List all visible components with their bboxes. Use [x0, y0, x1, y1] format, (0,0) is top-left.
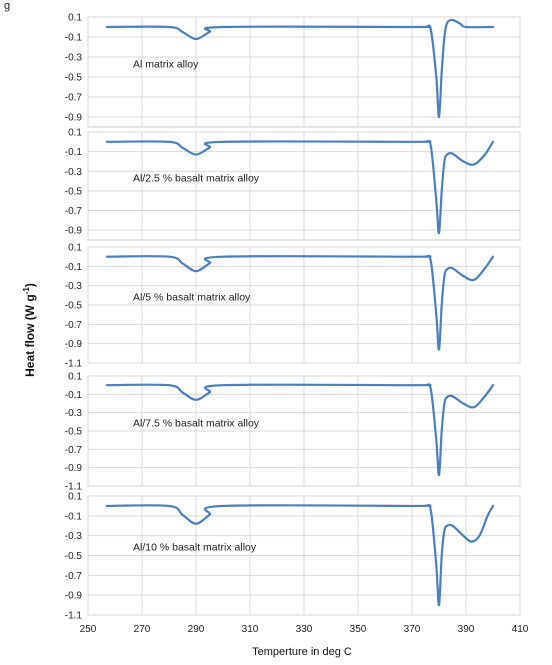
y-tick-label: -0.3: [65, 531, 83, 542]
panel-4: 0.1 -0.1 -0.3 -0.5 -0.7 -0.9 -1.1 Al/7.5 % basa…: [65, 372, 521, 493]
panel-label: Al/7.5 % basalt matrix alloy: [133, 418, 260, 430]
y-tick-label: -0.9: [65, 463, 83, 474]
panel-label: Al/5 % basalt matrix alloy: [133, 291, 251, 303]
y-tick-label: 0.1: [68, 243, 82, 254]
panel-label: Al matrix alloy: [133, 59, 199, 71]
y-tick-label: -0.5: [65, 301, 83, 312]
y-tick-label: -0.3: [65, 408, 83, 419]
x-tick-label: 390: [458, 624, 475, 635]
x-tick-label: 410: [512, 624, 529, 635]
y-axis-title-suffix: ): [23, 283, 37, 287]
y-tick-label: -0.9: [65, 591, 83, 602]
y-tick-label: -0.5: [65, 551, 83, 562]
panel-3: 0.1 -0.1 -0.3 -0.5 -0.7 -0.9 -1.1 Al/5 % basalt…: [65, 243, 521, 370]
panel-label: Al/10 % basalt matrix alloy: [133, 542, 257, 554]
x-tick-label: 370: [404, 624, 421, 635]
y-tick-label: -0.1: [65, 262, 83, 273]
x-tick-label: 290: [188, 624, 205, 635]
y-tick-label: -0.5: [65, 73, 83, 84]
y-tick-label: -0.5: [65, 427, 83, 438]
y-tick-label: -0.7: [65, 93, 83, 104]
x-tick-label: 270: [134, 624, 151, 635]
y-tick-label: -0.7: [65, 320, 83, 331]
panel-label: Al/2.5 % basalt matrix alloy: [133, 173, 260, 185]
y-tick-label: -0.9: [65, 226, 83, 237]
y-tick-label: -0.3: [65, 53, 83, 64]
y-tick-label: -0.1: [65, 147, 83, 158]
series-line: [105, 18, 495, 119]
panel-2: 0.1 -0.1 -0.3 -0.5 -0.7 -0.9 Al/2.5 % basalt m…: [65, 128, 521, 241]
y-tick-label: 0.1: [68, 372, 82, 383]
y-tick-label: -1.1: [65, 359, 83, 370]
x-tick-label: 250: [80, 624, 97, 635]
panel-1: 0.1 -0.1 -0.3 -0.5 -0.7 -0.9 Al matrix alloy: [65, 13, 521, 128]
x-tick-label: 350: [350, 624, 367, 635]
x-tick-label: 330: [296, 624, 313, 635]
x-tick-label: 310: [242, 624, 259, 635]
x-axis-title: Temperture in deg C: [252, 646, 352, 658]
y-tick-label: -0.1: [65, 511, 83, 522]
panel-5: 0.1 -0.1 -0.3 -0.5 -0.7 -0.9 -1.1 Al/10 % basal…: [65, 492, 521, 622]
y-tick-label: -0.5: [65, 186, 83, 197]
series-line: [105, 139, 495, 235]
y-tick-label: -0.7: [65, 571, 83, 582]
y-tick-label: -0.9: [65, 113, 83, 124]
y-tick-label: -0.3: [65, 281, 83, 292]
y-tick-label: -0.7: [65, 206, 83, 217]
x-axis: 250 270 290 310 330 350 370 390 410: [80, 624, 529, 635]
corner-text: g: [4, 0, 10, 12]
y-tick-label: 0.1: [68, 13, 82, 24]
y-tick-label: -0.7: [65, 445, 83, 456]
chart-panels: 0.1-0.1-0.3-0.5-0.7-0.9Al matrix alloy0.…: [65, 13, 521, 622]
y-axis-title: Heat flow (W g-1): [22, 283, 37, 377]
y-tick-label: -0.9: [65, 339, 83, 350]
series-line: [105, 383, 495, 477]
y-axis-title-sup: -1: [22, 287, 31, 295]
series-line: [105, 254, 495, 351]
y-tick-label: -0.3: [65, 167, 83, 178]
y-tick-label: -0.1: [65, 390, 83, 401]
y-tick-label: -0.1: [65, 33, 83, 44]
y-axis-title-main: Heat flow (W g: [23, 294, 37, 377]
y-tick-label: -1.1: [65, 482, 83, 493]
y-tick-label: -1.1: [65, 611, 83, 622]
y-tick-label: 0.1: [68, 492, 82, 503]
y-tick-label: 0.1: [68, 128, 82, 139]
series-line: [105, 503, 495, 607]
